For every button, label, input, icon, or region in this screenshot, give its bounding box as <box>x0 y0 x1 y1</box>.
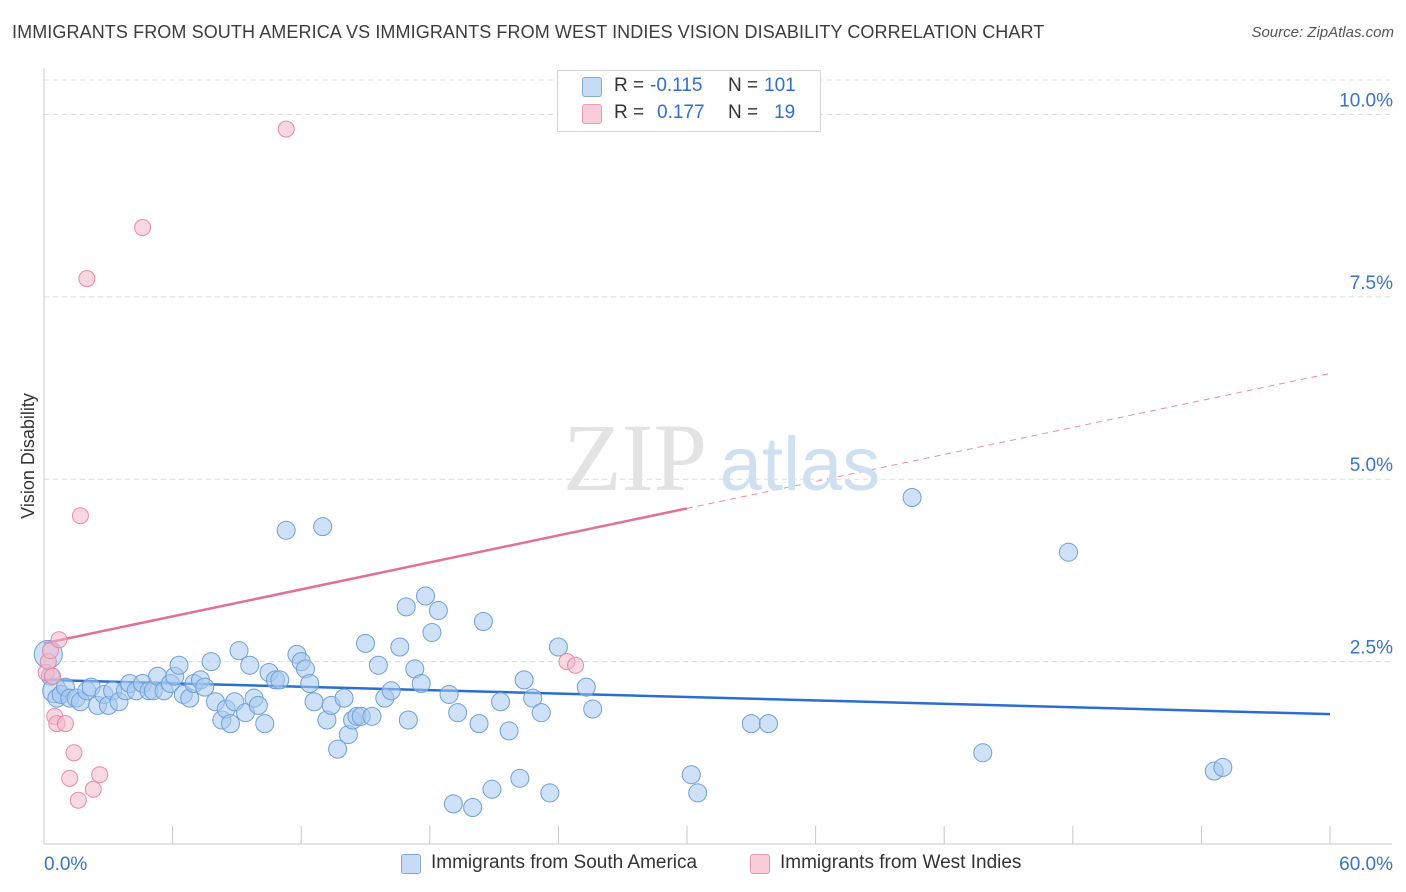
chart-source: Source: ZipAtlas.com <box>1251 24 1394 41</box>
legend-n-value: 101 <box>764 75 796 96</box>
point-south-america <box>195 677 215 697</box>
point-south-america <box>491 692 511 712</box>
point-south-america <box>398 710 418 730</box>
point-south-america <box>973 743 993 763</box>
point-west-indies <box>567 656 585 674</box>
point-south-america <box>362 706 382 726</box>
x-tick-label-min: 0.0% <box>44 854 87 875</box>
point-west-indies <box>84 780 102 798</box>
watermark: ZIP <box>563 404 707 511</box>
point-south-america <box>248 695 268 715</box>
point-south-america <box>240 655 260 675</box>
point-south-america <box>334 688 354 708</box>
point-south-america <box>741 714 761 734</box>
point-south-america <box>443 794 463 814</box>
axes <box>43 68 1392 845</box>
legend-swatch-blue <box>582 77 602 97</box>
point-south-america <box>523 688 543 708</box>
point-south-america <box>1059 542 1079 562</box>
x-tick-label-max: 60.0% <box>1339 854 1393 875</box>
point-west-indies <box>134 219 152 237</box>
point-south-america <box>448 703 468 723</box>
bottom-legend-label: Immigrants from West Indies <box>780 852 1022 873</box>
point-south-america <box>220 714 240 734</box>
point-west-indies <box>56 715 74 733</box>
point-south-america <box>473 611 493 631</box>
point-south-america <box>1213 757 1233 777</box>
point-south-america <box>255 714 275 734</box>
legend-r-label: R = <box>614 102 645 123</box>
legend-r-label: R = <box>614 75 645 96</box>
y-tick-label: 5.0% <box>1350 455 1393 476</box>
point-south-america <box>304 692 324 712</box>
y-tick-label: 7.5% <box>1350 273 1393 294</box>
legend-n-value: 19 <box>774 102 796 123</box>
point-south-america <box>396 597 416 617</box>
point-south-america <box>300 674 320 694</box>
y-tick-label: 2.5% <box>1350 638 1393 659</box>
legend-n-label: N = <box>728 75 759 96</box>
grid-lines <box>44 79 1392 663</box>
point-south-america <box>201 652 221 672</box>
y-axis-title: Vision Disability <box>18 393 38 519</box>
point-south-america <box>368 655 388 675</box>
watermark-atlas: atlas <box>720 422 881 507</box>
legend-n-label: N = <box>728 102 759 123</box>
point-south-america <box>531 703 551 723</box>
point-west-indies <box>78 270 96 288</box>
legend-r-value: 0.177 <box>657 102 705 123</box>
point-west-indies <box>61 769 79 787</box>
point-south-america <box>576 677 596 697</box>
bottom-legend-swatch-pink <box>750 854 770 874</box>
axis-labels: 2.5% 5.0% 7.5% 10.0% 0.0% 60.0% Vision Disabil… <box>18 90 1393 875</box>
point-south-america <box>463 798 483 818</box>
bottom-legend-label: Immigrants from South America <box>431 852 698 873</box>
point-west-indies <box>44 667 62 685</box>
point-west-indies <box>277 120 295 138</box>
point-south-america <box>428 601 448 621</box>
point-south-america <box>270 670 290 690</box>
point-south-america <box>229 641 249 661</box>
point-south-america <box>381 681 401 701</box>
point-south-america <box>411 674 431 694</box>
point-south-america <box>328 739 348 759</box>
point-south-america <box>688 783 708 803</box>
point-south-america <box>482 779 502 799</box>
point-south-america <box>681 765 701 785</box>
point-south-america <box>583 699 603 719</box>
trend-lines <box>43 372 1331 716</box>
point-west-indies <box>65 744 83 762</box>
point-south-america <box>540 783 560 803</box>
point-west-indies <box>69 791 87 809</box>
point-south-america <box>902 487 922 507</box>
point-south-america <box>390 637 410 657</box>
point-south-america <box>169 655 189 675</box>
point-south-america <box>439 684 459 704</box>
trend-line-west-indies <box>43 507 688 645</box>
data-points <box>33 120 1233 818</box>
point-south-america <box>313 517 333 537</box>
point-south-america <box>514 670 534 690</box>
chart-title: IMMIGRANTS FROM SOUTH AMERICA VS IMMIGRA… <box>12 22 1045 42</box>
point-south-america <box>356 633 375 653</box>
bottom-legend-swatch-blue <box>401 854 421 874</box>
point-south-america <box>499 721 519 741</box>
point-south-america <box>276 520 296 540</box>
point-west-indies <box>91 766 109 784</box>
point-south-america <box>416 586 436 606</box>
point-south-america <box>422 622 442 642</box>
point-south-america <box>469 714 489 734</box>
legend-r-value: -0.115 <box>650 75 703 96</box>
point-west-indies <box>50 631 68 649</box>
point-south-america <box>758 714 778 734</box>
y-tick-label: 10.0% <box>1339 90 1393 111</box>
trend-line-south-america <box>43 678 1331 716</box>
legend-swatch-pink <box>582 104 602 124</box>
point-south-america <box>510 768 530 788</box>
correlation-legend: R = -0.115 N = 101 R = 0.177 N = 19 <box>557 70 821 132</box>
point-west-indies <box>71 507 89 525</box>
point-south-america <box>548 637 568 657</box>
